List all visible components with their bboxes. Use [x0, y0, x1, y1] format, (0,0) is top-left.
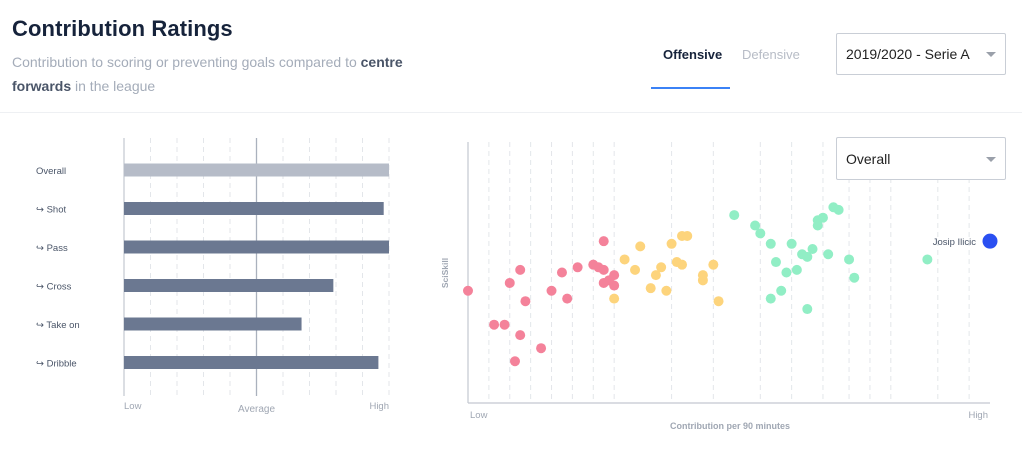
bar: [124, 202, 384, 215]
bar: [124, 317, 302, 331]
data-point: [645, 283, 656, 294]
data-point: [504, 277, 515, 288]
subtitle-suffix: in the league: [71, 78, 156, 94]
data-point: [849, 272, 860, 283]
scale-average-label: Average: [238, 404, 276, 415]
data-point: [765, 238, 776, 249]
category-label: ↪ Take on: [36, 320, 80, 331]
metric-select-value: Overall: [846, 150, 891, 167]
chevron-down-icon: [986, 52, 996, 57]
data-point: [786, 238, 797, 249]
data-point: [661, 285, 672, 296]
season-select-value: 2019/2020 - Serie A: [846, 46, 970, 62]
data-point: [463, 285, 473, 296]
data-point: [713, 296, 724, 307]
data-point: [812, 220, 823, 231]
active-tab-indicator: [651, 87, 730, 89]
data-point: [609, 293, 620, 304]
data-point: [750, 220, 761, 231]
data-point: [536, 343, 547, 354]
data-point: [499, 319, 510, 330]
tab-defensive[interactable]: Defensive: [742, 47, 800, 62]
bar: [124, 279, 334, 292]
scale-low-label: Low: [124, 401, 142, 412]
data-point: [802, 251, 813, 262]
subtitle-emphasis: centre forwards: [12, 54, 403, 94]
data-point: [619, 254, 630, 265]
data-point: [650, 270, 661, 281]
category-label: ↪ Cross: [36, 282, 72, 293]
data-point: [776, 285, 787, 296]
x-axis-low-label: Low: [470, 410, 488, 421]
data-point: [844, 254, 855, 265]
data-point: [765, 293, 776, 304]
category-label: ↪ Pass: [36, 243, 68, 254]
category-label: Overall: [36, 166, 66, 177]
data-point: [635, 241, 646, 252]
data-point: [781, 267, 792, 278]
data-point: [697, 270, 708, 281]
page-title: Contribution Ratings: [12, 16, 233, 41]
bar: [124, 240, 389, 254]
scale-high-label: High: [369, 401, 389, 412]
data-point: [509, 356, 520, 367]
metric-select[interactable]: Overall: [836, 137, 1006, 180]
data-point: [515, 264, 526, 275]
chevron-down-icon: [986, 156, 996, 162]
ratings-bar-chart: Overall ↪ Shot ↪ Pass ↪ Cross ↪ Take on ↪ Dri…: [36, 138, 390, 415]
x-axis-label: Contribution per 90 minutes: [670, 421, 790, 431]
data-point: [489, 319, 500, 330]
data-point: [770, 257, 781, 268]
bar: [124, 356, 379, 369]
data-point: [666, 238, 677, 249]
highlighted-player-label: Josip Ilicic: [933, 237, 977, 248]
data-point: [630, 264, 641, 275]
subtitle-text: Contribution to scoring or preventing go…: [12, 54, 361, 70]
data-point: [823, 249, 834, 260]
page-header: Contribution Ratings Contribution to sco…: [0, 0, 1022, 113]
y-axis-label: SciSkill: [440, 258, 450, 288]
data-point: [515, 330, 526, 341]
bar: [124, 163, 389, 177]
data-point: [609, 270, 620, 281]
data-point: [682, 230, 693, 241]
data-point: [755, 228, 766, 239]
data-point: [556, 267, 567, 278]
category-label: ↪ Shot: [36, 205, 67, 216]
x-axis-high-label: High: [968, 410, 988, 421]
data-point: [656, 262, 667, 273]
page-subtitle: Contribution to scoring or preventing go…: [12, 50, 412, 98]
data-point: [598, 264, 609, 275]
data-point: [562, 293, 573, 304]
data-point: [677, 259, 688, 270]
data-point: [817, 212, 828, 223]
highlighted-player-point: [982, 233, 998, 249]
data-point: [833, 204, 844, 215]
season-select[interactable]: 2019/2020 - Serie A: [836, 33, 1006, 75]
data-point: [572, 262, 583, 273]
tab-offensive[interactable]: Offensive: [663, 47, 723, 62]
data-point: [598, 236, 609, 247]
contribution-scatter-plot: SciSkill Low High Contribution per 90 minut…: [440, 142, 998, 431]
data-point: [802, 304, 813, 315]
data-point: [729, 210, 740, 221]
data-point: [807, 244, 818, 255]
data-point: [546, 285, 557, 296]
data-point: [791, 264, 802, 275]
data-point: [520, 296, 531, 307]
category-label: ↪ Dribble: [36, 359, 77, 370]
data-point: [708, 259, 719, 270]
data-point: [922, 254, 933, 265]
data-point: [588, 259, 599, 270]
